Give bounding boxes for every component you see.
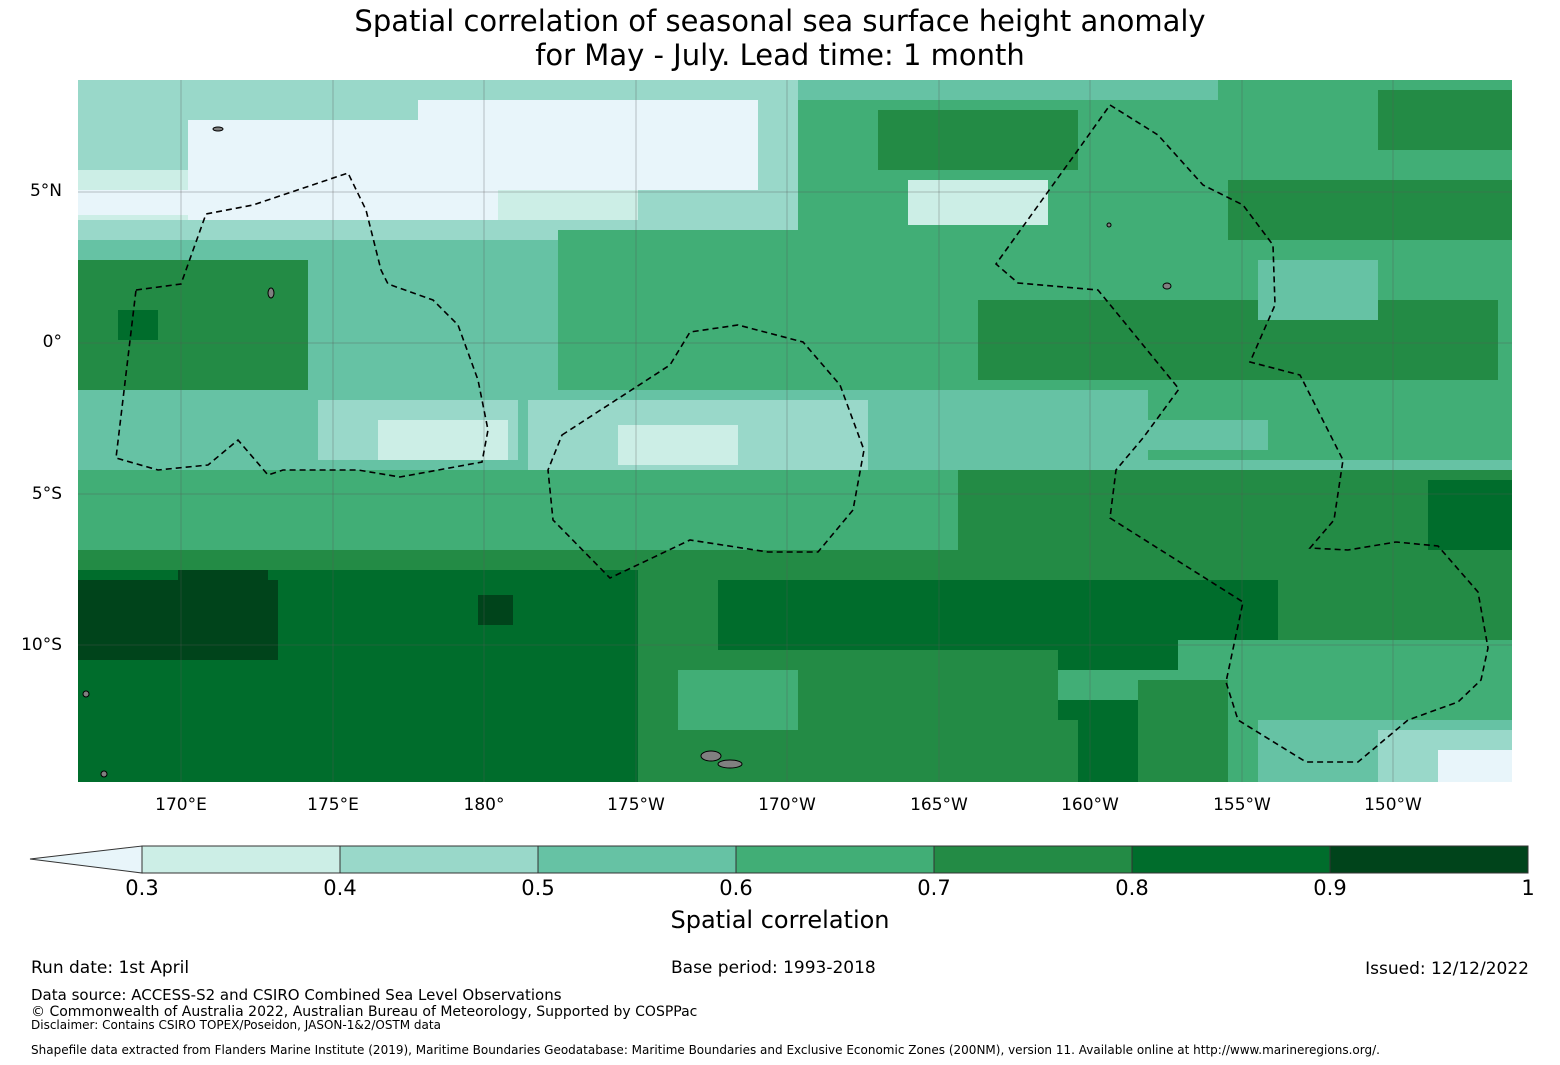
eez-boundaries bbox=[115, 103, 1489, 763]
field-north-light-island bbox=[908, 180, 1048, 225]
atoll-3 bbox=[82, 690, 90, 698]
shapefile-credit: Shapefile data extracted from Flanders M… bbox=[31, 1043, 1380, 1057]
eez-kiribati-line-north bbox=[994, 103, 1489, 763]
colorbar-label: Spatial correlation bbox=[670, 906, 890, 934]
colorbar-segment bbox=[339, 845, 539, 874]
atoll-5 bbox=[1106, 222, 1112, 228]
colorbar-segment bbox=[1131, 845, 1331, 874]
run-date: Run date: 1st April bbox=[31, 958, 190, 978]
atoll-6 bbox=[212, 126, 224, 132]
samoa-island-1 bbox=[700, 750, 722, 762]
field-far-south-east-dark bbox=[1138, 680, 1228, 782]
data-source: Data source: ACCESS-S2 and CSIRO Combine… bbox=[31, 986, 562, 1004]
samoa-island-2 bbox=[717, 759, 743, 769]
colorbar-segment bbox=[735, 845, 935, 874]
lon-tick: 175°W bbox=[607, 795, 665, 815]
colorbar-tick: 1 bbox=[1521, 876, 1535, 900]
field-equator-central-dark bbox=[978, 300, 1498, 380]
field-north-east-dark bbox=[1228, 180, 1512, 240]
colorbar bbox=[29, 845, 1529, 874]
field-equator-east-mid bbox=[1258, 260, 1378, 320]
colorbar-tick: 0.3 bbox=[125, 876, 159, 900]
field-south-black-patch-2 bbox=[178, 570, 268, 610]
atoll-1 bbox=[267, 287, 275, 299]
colorbar-segment bbox=[933, 845, 1133, 874]
field-far-south-east-pale bbox=[1438, 750, 1512, 782]
issued-date: Issued: 12/12/2022 bbox=[1365, 959, 1529, 979]
disclaimer: Disclaimer: Contains CSIRO TOPEX/Poseido… bbox=[31, 1018, 441, 1032]
copyright: © Commonwealth of Australia 2022, Austra… bbox=[31, 1004, 698, 1020]
chart-title-line1: Spatial correlation of seasonal sea surf… bbox=[354, 4, 1206, 38]
field-south-black-patch-3 bbox=[478, 595, 513, 625]
land-features bbox=[82, 126, 1172, 778]
lat-tick: 10°S bbox=[21, 635, 62, 655]
colorbar-tick: 0.7 bbox=[917, 876, 951, 900]
lon-tick: 150°W bbox=[1364, 795, 1422, 815]
field-trough-pale-central bbox=[618, 425, 738, 465]
lon-tick: 170°E bbox=[155, 795, 207, 815]
lon-tick: 180° bbox=[463, 795, 505, 815]
lon-tick: 160°W bbox=[1061, 795, 1119, 815]
eez-kiribati-gilbert bbox=[115, 172, 489, 478]
field-north-central-dark bbox=[878, 110, 1078, 170]
lat-tick: 0° bbox=[42, 332, 62, 352]
lon-tick: 170°W bbox=[758, 795, 816, 815]
colorbar-extend-arrow bbox=[29, 845, 143, 874]
colorbar-tick: 0.8 bbox=[1115, 876, 1149, 900]
chart-title-line2: for May - July. Lead time: 1 month bbox=[535, 38, 1025, 72]
field-trough-east-light bbox=[1138, 420, 1268, 450]
eez-tokelau bbox=[547, 324, 865, 579]
atoll-2 bbox=[1162, 282, 1172, 290]
lon-tick: 175°E bbox=[307, 795, 359, 815]
colorbar-tick: 0.9 bbox=[1313, 876, 1347, 900]
lon-tick: 165°W bbox=[910, 795, 968, 815]
colorbar-segment bbox=[141, 845, 341, 874]
lat-tick: 5°S bbox=[31, 484, 62, 504]
gridlines bbox=[78, 80, 1512, 782]
correlation-map bbox=[78, 80, 1512, 782]
field-equator-west-darker bbox=[118, 310, 158, 340]
lon-tick: 155°W bbox=[1213, 795, 1271, 815]
field-north-east-corner bbox=[1378, 90, 1512, 150]
colorbar-segment bbox=[537, 845, 737, 874]
field-equator-west-dark bbox=[78, 260, 308, 400]
field-north-pale-2 bbox=[418, 100, 758, 190]
atoll-4 bbox=[100, 770, 108, 778]
field-far-south-green bbox=[678, 670, 798, 730]
colorbar-tick: 0.4 bbox=[323, 876, 357, 900]
colorbar-tick: 0.5 bbox=[521, 876, 555, 900]
field-far-south-dark-right bbox=[978, 720, 1078, 782]
field-north-pale-3 bbox=[78, 190, 228, 215]
colorbar-segment bbox=[1329, 845, 1529, 874]
colorbar-tick: 0.6 bbox=[719, 876, 753, 900]
base-period: Base period: 1993-2018 bbox=[671, 958, 876, 978]
field-trough-light-west-2 bbox=[378, 420, 508, 460]
lat-tick: 5°N bbox=[29, 181, 62, 201]
